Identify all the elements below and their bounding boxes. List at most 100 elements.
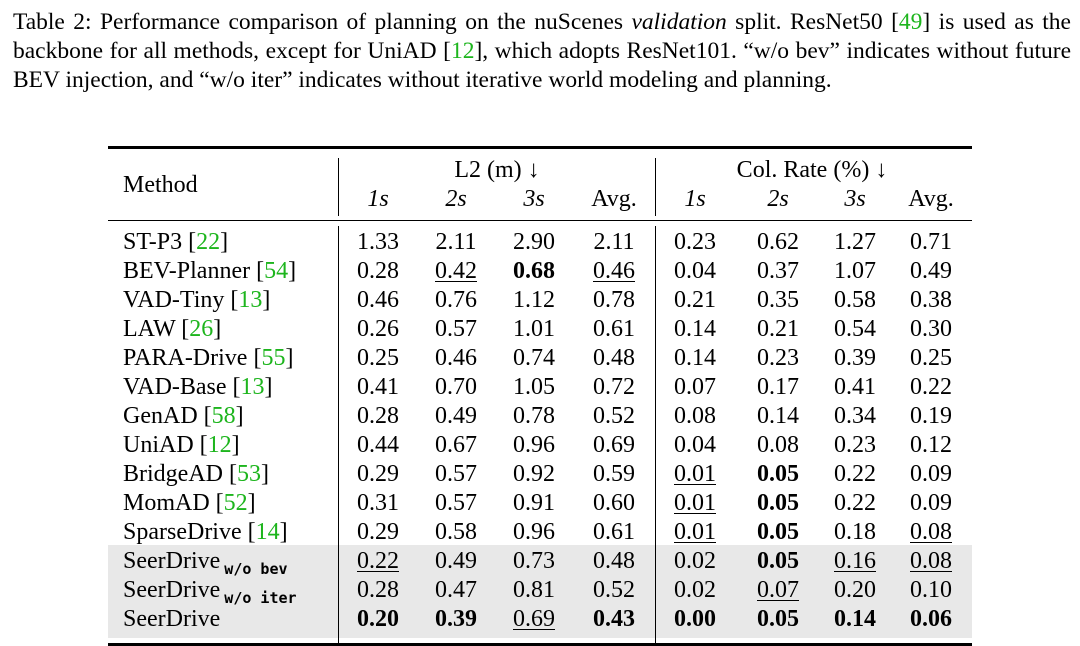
table-cell: 0.01 [674,461,716,487]
table-cell: 0.76 [435,287,477,313]
caption-italic: validation [631,9,727,35]
citation-link[interactable]: 53 [236,461,261,487]
method-subscript: w/o iter [224,589,297,607]
table-cell: 0.47 [435,577,477,603]
citation-link[interactable]: 58 [211,403,236,429]
mid-rule [108,220,972,221]
method-label: VAD-Tiny [ [123,287,239,313]
table-cell: 0.05 [757,461,799,487]
citation-link[interactable]: 13 [240,374,265,400]
table-cell: 0.71 [910,229,952,255]
column-header: 2s [445,186,467,212]
table-cell: 0.49 [910,258,952,284]
table-cell: 0.52 [593,403,635,429]
table-cell: 0.30 [910,316,952,342]
table-cell: 2.11 [593,229,635,255]
table-cell: 0.05 [757,548,799,574]
citation-link[interactable]: 12 [207,432,232,458]
table-cell: 0.58 [435,519,477,545]
bracket: ] [260,461,269,487]
method-label: ST-P3 [ [123,229,197,255]
table-cell: 0.12 [910,432,952,458]
table-cell: 0.26 [357,316,399,342]
table-cell: 0.07 [757,577,799,603]
method-label: SeerDrive [123,606,221,632]
table-cell: 0.22 [910,374,952,400]
bracket: ] [235,403,244,429]
table-cell: 0.35 [757,287,799,313]
citation-link[interactable]: 14 [255,519,280,545]
method-name: SeerDrive w/o iter [123,576,297,607]
method-name: PARA-Drive [55] [123,344,293,372]
table-cell: 0.23 [757,345,799,371]
citation-link[interactable]: 54 [264,258,289,284]
method-label: LAW [ [123,316,190,342]
table-cell: 0.25 [910,345,952,371]
table-cell: 0.22 [834,461,876,487]
citation-link[interactable]: 49 [898,9,923,35]
citation-link[interactable]: 55 [261,345,286,371]
table-caption: Table 2: Performance comparison of plann… [13,8,1071,95]
table-cell: 0.39 [834,345,876,371]
table-cell: 0.58 [834,287,876,313]
table-cell: 0.61 [593,519,635,545]
method-label: VAD-Base [ [123,374,241,400]
table-cell: 0.37 [757,258,799,284]
table-cell: 0.06 [910,606,952,632]
column-separator [338,158,339,216]
table-cell: 0.08 [757,432,799,458]
table-cell: 1.01 [513,316,555,342]
table-cell: 0.34 [834,403,876,429]
table-cell: 2.11 [435,229,477,255]
method-label: BridgeAD [ [123,461,237,487]
table-cell: 0.78 [593,287,635,313]
table-cell: 0.96 [513,432,555,458]
table-cell: 0.02 [674,548,716,574]
table-cell: 0.09 [910,461,952,487]
bracket: ] [247,490,256,516]
table-cell: 0.28 [357,577,399,603]
table-cell: 1.33 [357,229,399,255]
method-label: PARA-Drive [ [123,345,262,371]
method-name: MomAD [52] [123,489,256,517]
table-cell: 1.27 [834,229,876,255]
method-name: SeerDrive [123,605,220,633]
method-name: VAD-Base [13] [123,373,273,401]
table-cell: 0.08 [910,548,952,574]
table-cell: 1.12 [513,287,555,313]
table-cell: 0.14 [757,403,799,429]
bracket: ] [231,432,240,458]
table-cell: 0.19 [910,403,952,429]
citation-link[interactable]: 52 [223,490,248,516]
table-cell: 0.05 [757,519,799,545]
table-cell: 0.04 [674,432,716,458]
table-cell: 0.18 [834,519,876,545]
table-cell: 0.69 [513,606,555,632]
bracket: ] [285,345,294,371]
citation-link[interactable]: 26 [189,316,214,342]
table-cell: 0.49 [435,403,477,429]
citation-link[interactable]: 12 [450,38,475,64]
table-cell: 0.14 [674,316,716,342]
table-cell: 0.57 [435,316,477,342]
method-name: BEV-Planner [54] [123,257,296,285]
shaded-rows-background [108,545,972,638]
method-name: SparseDrive [14] [123,518,288,546]
table-cell: 0.38 [910,287,952,313]
table-cell: 1.05 [513,374,555,400]
col-rate-group-header: Col. Rate (%) ↓ [736,157,888,183]
method-name: ST-P3 [22] [123,228,228,256]
caption-label: Table 2: [13,9,92,35]
citation-link[interactable]: 13 [238,287,263,313]
citation-link[interactable]: 22 [196,229,221,255]
table-cell: 0.96 [513,519,555,545]
table-cell: 0.22 [834,490,876,516]
bracket: ] [288,258,297,284]
table-cell: 0.48 [593,345,635,371]
table-cell: 0.41 [357,374,399,400]
table-cell: 0.46 [435,345,477,371]
table-cell: 0.62 [757,229,799,255]
table-cell: 0.46 [593,258,635,284]
column-separator [338,226,339,643]
bracket: ] [279,519,288,545]
